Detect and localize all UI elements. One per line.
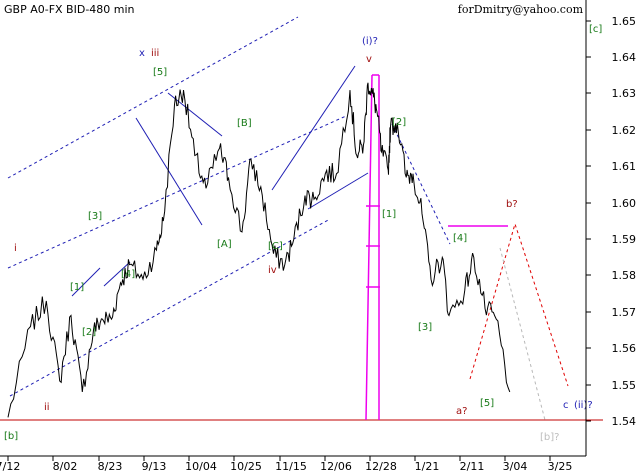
x-tick-label: 3/25	[548, 460, 573, 471]
wave-labels: x iii [5] [B] [A] [C] iv i ii [1] [2] [3…	[4, 24, 602, 443]
y-tick-label: 1.60	[612, 197, 637, 210]
wave-label-v: v	[366, 54, 372, 65]
plot-area-background	[0, 0, 586, 456]
y-tick-label: 1.65	[612, 15, 637, 28]
wave-label-iv: iv	[268, 265, 277, 276]
y-tick-label: 1.56	[612, 342, 637, 355]
wave-4-channel-line	[103, 261, 131, 287]
y-tick-label: 1.64	[612, 51, 637, 64]
trend-channels	[7, 16, 347, 397]
x-axis: 7/12 8/02 8/23 9/13 10/04 10/25 11/15 12…	[0, 456, 572, 471]
wave-label-4-left: [4]	[121, 269, 135, 280]
wave-label-5-right: [5]	[480, 398, 494, 409]
wave-label-2-right: [2]	[392, 117, 406, 128]
y-tick-label: 1.59	[612, 233, 637, 246]
wave-label-ii: ii	[44, 402, 50, 413]
wave-label-a: a?	[456, 406, 467, 417]
wave-label-iii: iii	[151, 48, 159, 59]
x-tick-label: 10/04	[185, 460, 217, 471]
y-tick-label: 1.62	[612, 124, 637, 137]
wave-label-B: [B]	[237, 118, 252, 129]
wave-label-b: b?	[506, 199, 518, 210]
triangle-upper-line	[167, 92, 223, 137]
x-tick-label: 1/21	[415, 460, 440, 471]
y-tick-label: 1.55	[612, 379, 637, 392]
y-tick-label: 1.58	[612, 269, 637, 282]
wave-label-4-right: [4]	[453, 233, 467, 244]
wave-label-ii-question: (ii)?	[574, 400, 593, 411]
wave-label-x: x	[139, 48, 145, 59]
wave-label-i: i	[14, 243, 17, 254]
x-tick-label: 9/13	[142, 460, 167, 471]
wave-label-C: [C]	[268, 241, 283, 252]
wave-label-3-left: [3]	[88, 211, 102, 222]
x-tick-label: 2/11	[460, 460, 485, 471]
x-tick-label: 11/15	[275, 460, 307, 471]
y-axis: 1.54 1.55 1.56 1.57 1.58 1.59 1.60 1.61 …	[586, 15, 636, 428]
x-tick-label: 8/02	[53, 460, 78, 471]
wave-label-3-right: [3]	[418, 322, 432, 333]
wave-label-5-top: [5]	[153, 67, 167, 78]
x-tick-label: 12/06	[320, 460, 352, 471]
y-tick-label: 1.54	[612, 415, 637, 428]
wave-annotations	[0, 65, 603, 421]
wave-label-A: [A]	[217, 239, 232, 250]
y-tick-label: 1.61	[612, 160, 637, 173]
credit-text: forDmitry@yahoo.com	[458, 3, 584, 16]
price-series-line	[7, 82, 511, 418]
wave-label-2-left: [2]	[82, 327, 96, 338]
wave-label-c-bracket: [c]	[589, 24, 602, 35]
wave-label-b-bracket-question: [b]?	[540, 432, 559, 443]
y-tick-label: 1.57	[612, 306, 637, 319]
wave-label-1-left: [1]	[70, 282, 84, 293]
wedge-lower-line	[307, 172, 369, 210]
channel-upper-line	[7, 16, 299, 179]
x-tick-label: 8/23	[98, 460, 123, 471]
triangle-lower-line	[135, 117, 203, 226]
wave-label-1-right: [1]	[382, 209, 396, 220]
decline-guide-line	[391, 123, 451, 245]
y-tick-label: 1.63	[612, 87, 637, 100]
wave-label-i-question: (i)?	[362, 36, 378, 47]
x-tick-label: 3/04	[503, 460, 528, 471]
channel-middle-line	[7, 115, 347, 269]
wave-label-b-bracket: [b]	[4, 431, 18, 442]
wedge-upper-line	[271, 65, 356, 191]
chart-title: GBP A0-FX BID-480 min	[4, 3, 135, 16]
magenta-measure-vertical-left	[365, 74, 373, 421]
wave-label-c: c	[563, 400, 569, 411]
x-tick-label: 7/12	[0, 460, 20, 471]
x-tick-label: 10/25	[230, 460, 262, 471]
wave-1-channel-line	[71, 267, 101, 297]
channel-lower-line	[9, 218, 331, 397]
x-tick-label: 12/28	[365, 460, 397, 471]
